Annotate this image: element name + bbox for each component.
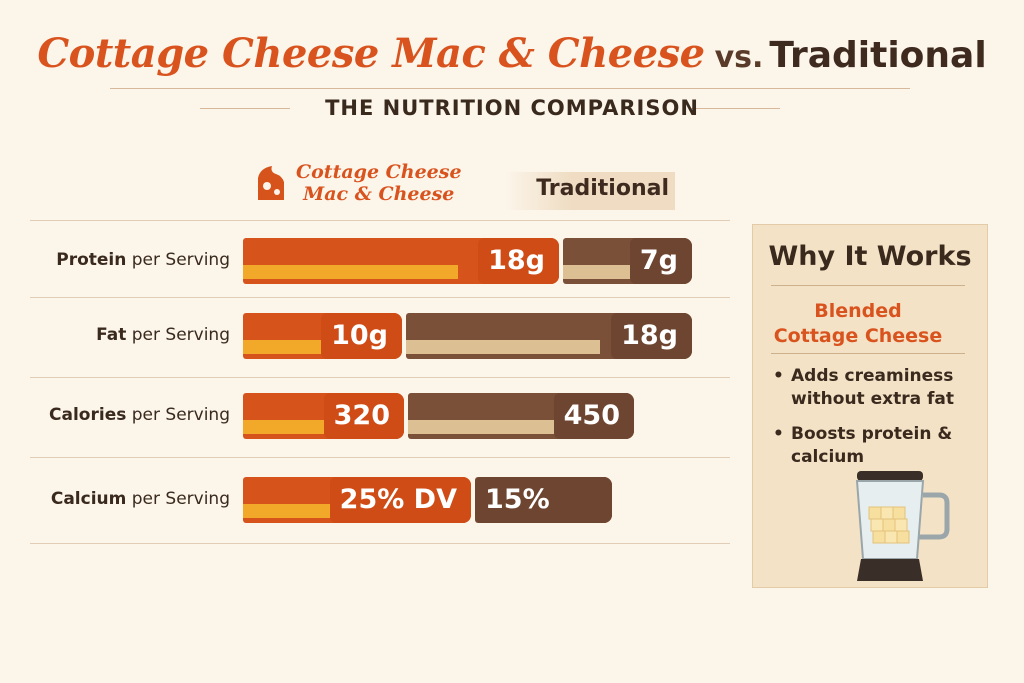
bar-highlight xyxy=(563,265,651,279)
row-divider xyxy=(30,457,730,458)
bar-cottage: 25% DV xyxy=(243,477,471,523)
row-divider xyxy=(30,297,730,298)
bar-highlight xyxy=(406,340,600,354)
why-it-works-panel: Why It Works Blended Cottage Cheese Adds… xyxy=(752,224,988,588)
title-main: Cottage Cheese Mac & Cheese xyxy=(37,30,705,77)
panel-divider xyxy=(771,285,965,286)
data-label: 10g xyxy=(321,313,402,359)
bar-traditional: 7g xyxy=(563,238,692,284)
panel-title: Why It Works xyxy=(768,241,972,272)
bar-traditional: 15% DV xyxy=(475,477,612,523)
row-label: Fat per Serving xyxy=(96,325,230,345)
data-label: 25% DV xyxy=(329,477,471,523)
data-label: 450 xyxy=(553,393,634,439)
row-label: Protein per Serving xyxy=(56,250,230,270)
row-label: Calcium per Serving xyxy=(50,489,230,509)
cheese-wedge-icon xyxy=(258,166,284,200)
title-traditional: Traditional xyxy=(769,35,987,76)
row-divider xyxy=(30,543,730,544)
blender-icon xyxy=(855,471,950,581)
data-label: 320 xyxy=(323,393,404,439)
bar-highlight xyxy=(408,420,562,434)
bar-cottage: 10g xyxy=(243,313,402,359)
legend-traditional: Traditional xyxy=(505,172,675,210)
chart-title: Cottage Cheese Mac & Cheese vs. Traditiona… xyxy=(0,30,1024,77)
legend-cottage: Cottage Cheese Mac & Cheese xyxy=(250,160,462,206)
subtitle-rule-right xyxy=(690,108,780,109)
title-rule-top xyxy=(110,88,910,89)
data-label: 15% DV xyxy=(475,477,612,523)
bar-cottage: 18g xyxy=(243,238,559,284)
panel-bullets: Adds creaminess without extra fat Boosts… xyxy=(773,365,973,481)
panel-subtitle: Blended Cottage Cheese xyxy=(773,300,943,347)
bar-traditional: 450 xyxy=(408,393,634,439)
subtitle-rule-left xyxy=(200,108,290,109)
row-divider xyxy=(30,220,730,221)
legend-traditional-label: Traditional xyxy=(536,176,669,201)
row-label: Calories per Serving xyxy=(49,405,230,425)
bar-cottage: 320 xyxy=(243,393,404,439)
data-label: 18g xyxy=(611,313,692,359)
legend-cottage-label: Cottage Cheese Mac & Cheese xyxy=(296,161,462,205)
bar-highlight xyxy=(243,265,458,279)
bar-traditional: 18g xyxy=(406,313,692,359)
title-vs: vs. xyxy=(714,40,764,75)
chart-subtitle: THE NUTRITION COMPARISON xyxy=(325,96,699,120)
data-label: 7g xyxy=(629,238,692,284)
panel-bullet: Boosts protein & calcium xyxy=(773,423,973,469)
row-divider xyxy=(30,377,730,378)
data-label: 18g xyxy=(478,238,559,284)
panel-bullet: Adds creaminess without extra fat xyxy=(773,365,973,411)
panel-divider xyxy=(771,353,965,354)
